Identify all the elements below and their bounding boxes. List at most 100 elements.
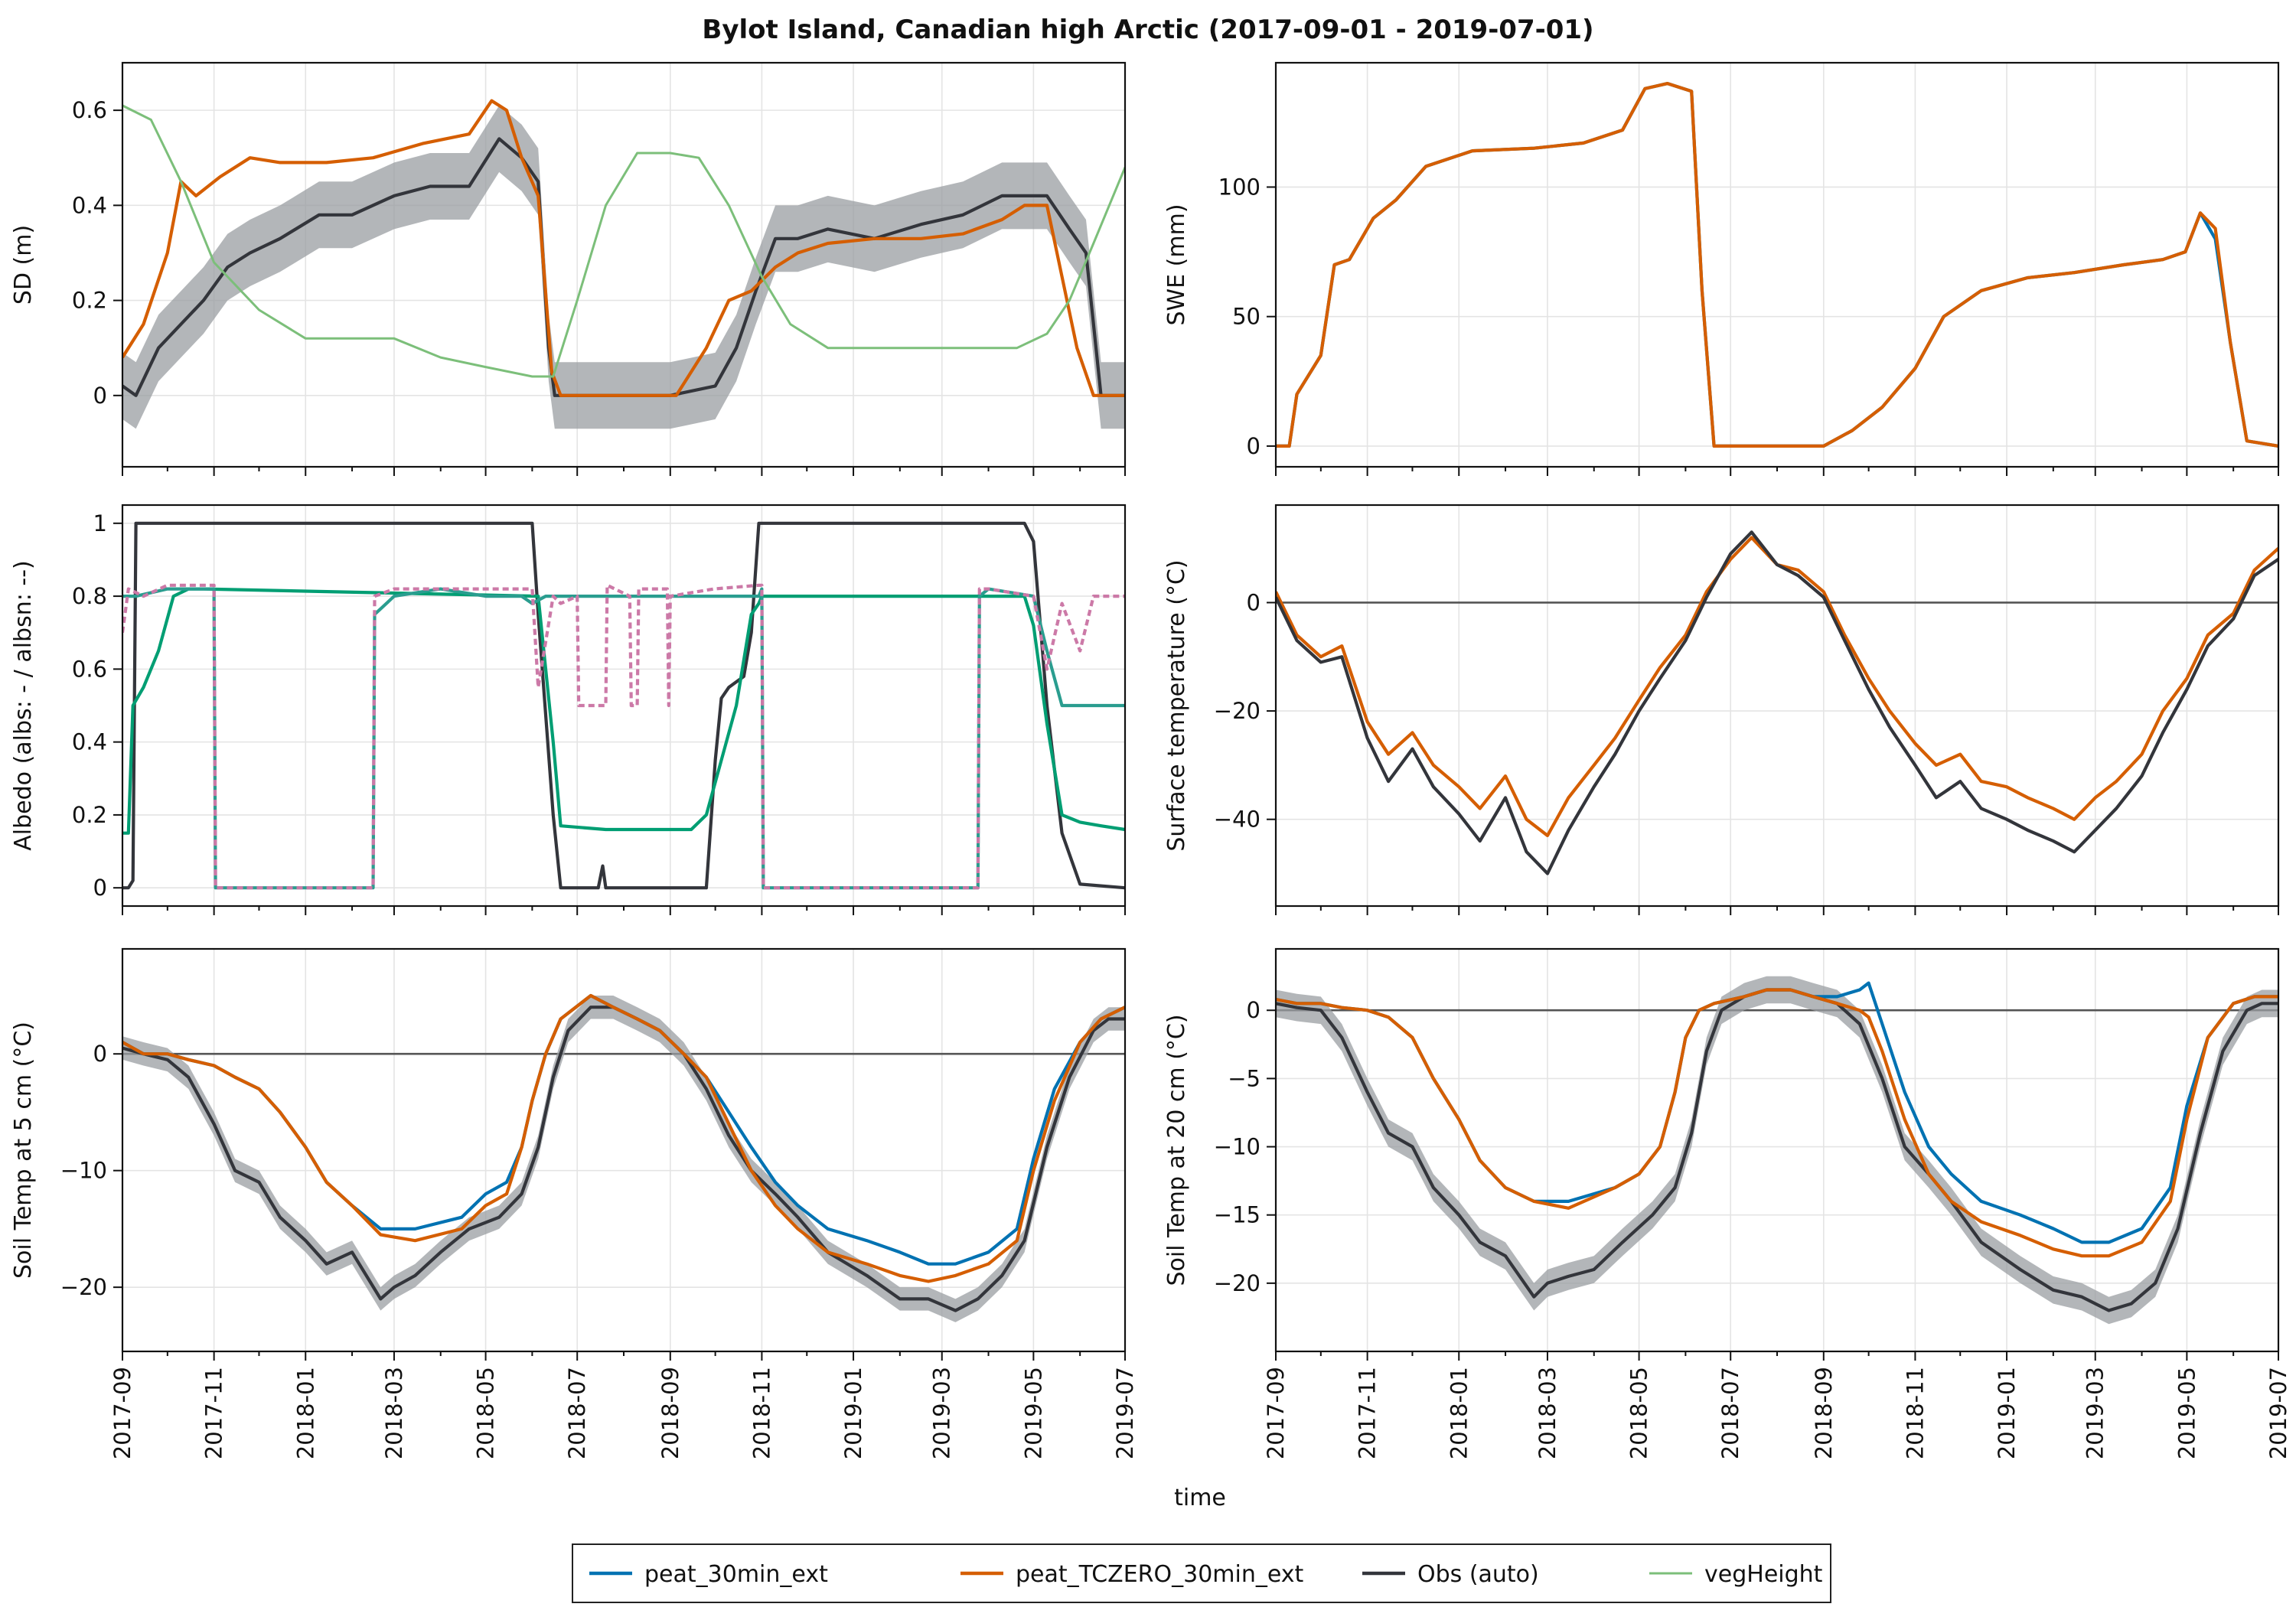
y-tick-label: 50 bbox=[1232, 304, 1261, 330]
y-tick-label: 0 bbox=[1247, 433, 1261, 459]
x-tick-label: 2018-07 bbox=[564, 1367, 590, 1459]
series-line-obs-auto- bbox=[122, 1006, 1125, 1312]
y-axis-label: Albedo (albs: - / albsn: --) bbox=[10, 560, 37, 850]
series-line-obs-auto- bbox=[122, 521, 1125, 890]
x-axis-label: time bbox=[1174, 1485, 1226, 1511]
x-ticks bbox=[1275, 906, 2279, 915]
y-axis-label: Soil Temp at 20 cm (°C) bbox=[1163, 1014, 1190, 1286]
x-ticks: 2017-09 2017-11 2018-01 2018-03 2018-05 2018-… bbox=[1263, 1351, 2291, 1459]
x-tick-label: 2017-09 bbox=[1263, 1367, 1289, 1459]
plot-area bbox=[122, 993, 1125, 1322]
plot-area bbox=[1276, 976, 2278, 1325]
plot-area bbox=[1276, 81, 2278, 448]
x-ticks bbox=[1275, 467, 2279, 476]
y-axis-label: SWE (mm) bbox=[1163, 204, 1190, 325]
plot-area bbox=[1276, 530, 2278, 875]
panel-tsoil5: 2017-09 2017-11 2018-01 2018-03 2018-05 2018-… bbox=[10, 947, 1138, 1459]
series-line-peat-tczero-30min-ext bbox=[1276, 536, 2278, 838]
obs-uncertainty-band bbox=[122, 105, 1125, 429]
y-tick-label: −10 bbox=[1214, 1134, 1261, 1160]
x-tick-label: 2018-05 bbox=[1626, 1367, 1652, 1459]
series-line-peat-tczero-30min-ext bbox=[1276, 988, 2278, 1258]
legend-item-peat-30min-ext: peat_30min_ext bbox=[589, 1561, 828, 1588]
y-axis-label: SD (m) bbox=[10, 225, 37, 305]
legend-label: vegHeight bbox=[1704, 1561, 1823, 1588]
figure-title: Bylot Island, Canadian high Arctic (2017… bbox=[702, 15, 1593, 45]
x-tick-label: 2019-07 bbox=[2265, 1367, 2291, 1459]
x-tick-label: 2017-11 bbox=[201, 1367, 227, 1459]
y-tick-label: 0.2 bbox=[72, 802, 107, 828]
x-ticks bbox=[122, 467, 1126, 476]
y-ticks: −20 −15 −10 −5 0 bbox=[1214, 997, 1276, 1296]
x-tick-label: 2019-07 bbox=[1112, 1367, 1138, 1459]
legend-label: peat_TCZERO_30min_ext bbox=[1016, 1561, 1304, 1588]
y-tick-label: 100 bbox=[1218, 174, 1261, 200]
y-tick-label: 0.6 bbox=[72, 97, 107, 123]
y-tick-label: 0.2 bbox=[72, 288, 107, 314]
x-tick-label: 2018-05 bbox=[473, 1367, 499, 1459]
plot-area bbox=[122, 521, 1125, 890]
grid bbox=[1275, 949, 2279, 1351]
x-tick-label: 2019-03 bbox=[929, 1367, 955, 1459]
series-line-peat-tczero-30min-ext bbox=[1276, 81, 2278, 448]
x-tick-label: 2019-05 bbox=[1020, 1367, 1046, 1459]
panel-tsoil20: 2017-09 2017-11 2018-01 2018-03 2018-05 2018-… bbox=[1163, 947, 2291, 1459]
y-tick-label: −15 bbox=[1214, 1202, 1261, 1228]
obs-uncertainty-band bbox=[122, 996, 1125, 1322]
legend-item-vegheight: vegHeight bbox=[1649, 1561, 1823, 1588]
x-ticks bbox=[122, 906, 1126, 915]
series-line-peat-tczero-30min-ext bbox=[122, 993, 1125, 1283]
y-axis-label: Surface temperature (°C) bbox=[1163, 559, 1190, 851]
legend-item-obs: Obs (auto) bbox=[1362, 1561, 1539, 1588]
series-line-albs-teal bbox=[122, 587, 1125, 890]
x-tick-label: 2018-07 bbox=[1717, 1367, 1743, 1459]
y-tick-label: 0 bbox=[93, 383, 107, 409]
y-ticks: −40 −20 0 bbox=[1214, 589, 1276, 833]
x-tick-label: 2019-03 bbox=[2082, 1367, 2108, 1459]
y-tick-label: 0 bbox=[93, 875, 107, 901]
x-tick-label: 2017-09 bbox=[109, 1367, 135, 1459]
series-line-albs-green bbox=[122, 587, 1125, 835]
x-tick-label: 2018-11 bbox=[1902, 1367, 1928, 1459]
y-tick-label: 0.4 bbox=[72, 729, 107, 755]
series-line-vegheight bbox=[122, 104, 1125, 378]
legend-frame bbox=[572, 1543, 1831, 1603]
y-tick-label: −10 bbox=[60, 1158, 107, 1184]
y-ticks: 0 0.2 0.4 0.6 0.8 1 bbox=[72, 510, 122, 901]
panel-sd: 0 0.2 0.4 0.6 SD (m) bbox=[10, 61, 1127, 476]
x-tick-label: 2018-09 bbox=[657, 1367, 683, 1459]
panel-swe: 0 50 100 SWE (mm) bbox=[1163, 61, 2280, 476]
series-line-peat-30min-ext bbox=[1276, 981, 2278, 1244]
x-tick-label: 2018-01 bbox=[1446, 1367, 1472, 1459]
y-tick-label: −20 bbox=[1214, 1270, 1261, 1296]
y-tick-label: 0 bbox=[1247, 997, 1261, 1023]
y-ticks: 0 0.2 0.4 0.6 bbox=[72, 97, 122, 409]
y-tick-label: 0 bbox=[1247, 589, 1261, 615]
y-tick-label: −20 bbox=[1214, 698, 1261, 724]
panel-tsurf: −40 −20 0 Surface temperature (°C) bbox=[1163, 504, 2280, 915]
y-tick-label: 0.4 bbox=[72, 192, 107, 218]
series-line-peat-30min-ext bbox=[122, 993, 1125, 1266]
series-line-obs-auto- bbox=[1276, 530, 2278, 875]
legend: peat_30min_ext peat_TCZERO_30min_ext Obs (… bbox=[572, 1543, 1831, 1603]
series-line-albsn-a bbox=[122, 583, 1125, 890]
grid bbox=[122, 505, 1126, 906]
x-ticks: 2017-09 2017-11 2018-01 2018-03 2018-05 2018-… bbox=[109, 1351, 1138, 1459]
x-tick-label: 2018-01 bbox=[292, 1367, 318, 1459]
plot-area bbox=[122, 99, 1125, 429]
y-tick-label: −5 bbox=[1228, 1065, 1261, 1091]
y-ticks: −20 −10 0 bbox=[60, 1041, 122, 1300]
y-tick-label: 0 bbox=[93, 1041, 107, 1067]
panel-albedo: 0 0.2 0.4 0.6 0.8 1 Albedo (albs: - / albsn: -… bbox=[10, 504, 1127, 915]
x-tick-label: 2018-03 bbox=[381, 1367, 407, 1459]
y-tick-label: −20 bbox=[60, 1274, 107, 1300]
x-tick-label: 2018-09 bbox=[1811, 1367, 1837, 1459]
y-tick-label: 1 bbox=[93, 510, 107, 536]
x-tick-label: 2017-11 bbox=[1355, 1367, 1381, 1459]
legend-label: Obs (auto) bbox=[1417, 1561, 1539, 1588]
series-line-obs-auto- bbox=[1276, 988, 2278, 1312]
y-tick-label: 0.8 bbox=[72, 583, 107, 609]
x-tick-label: 2019-01 bbox=[840, 1367, 866, 1459]
y-tick-label: −40 bbox=[1214, 807, 1261, 833]
